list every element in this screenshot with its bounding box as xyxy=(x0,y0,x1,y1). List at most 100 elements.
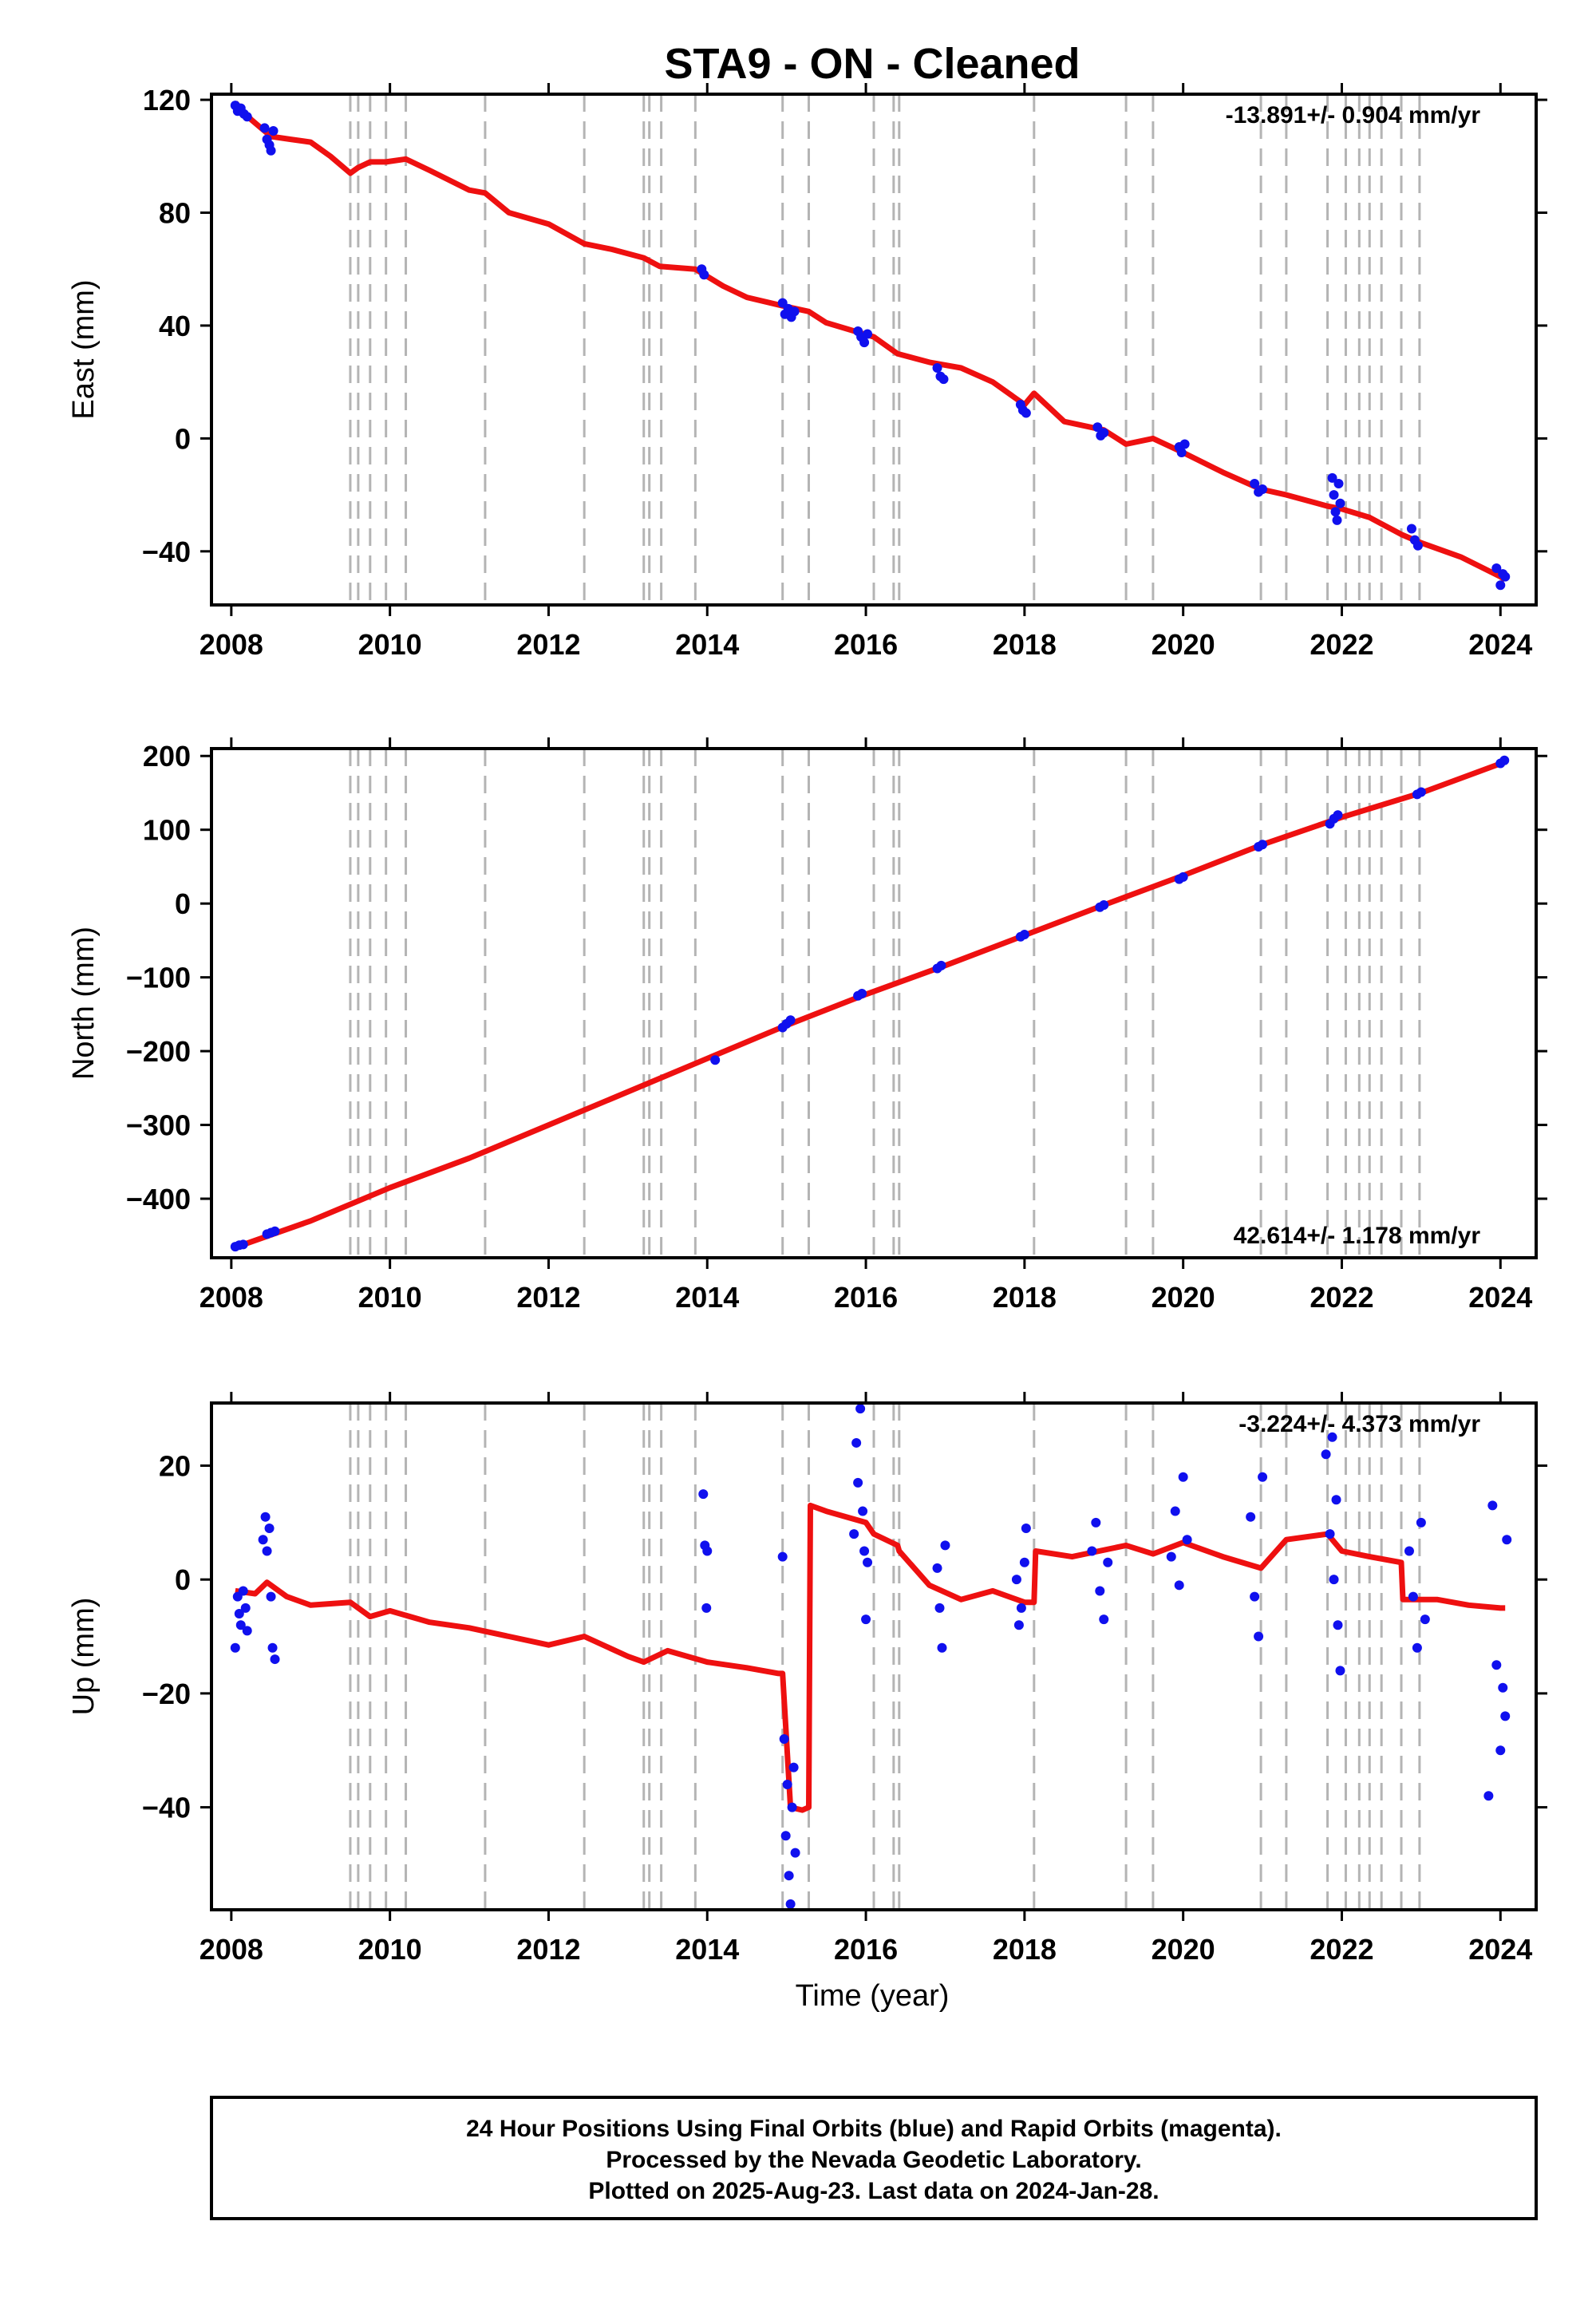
data-point xyxy=(262,1546,272,1556)
data-point xyxy=(932,1563,942,1573)
data-point xyxy=(851,1437,862,1448)
data-point xyxy=(1179,439,1190,449)
x-tick-label: 2012 xyxy=(516,628,580,661)
x-tick-label: 2014 xyxy=(675,1281,739,1314)
x-tick-label: 2022 xyxy=(1310,1281,1373,1314)
data-point xyxy=(1420,1614,1430,1625)
data-point xyxy=(940,1540,950,1551)
data-point xyxy=(1091,1517,1101,1528)
data-point xyxy=(932,362,942,373)
data-point xyxy=(787,1802,797,1812)
data-point xyxy=(1404,1546,1414,1556)
data-point xyxy=(260,1512,271,1522)
data-point xyxy=(1495,1745,1506,1756)
data-point xyxy=(238,1586,248,1596)
x-tick-label: 2012 xyxy=(516,1281,580,1314)
x-tick-label: 2010 xyxy=(358,628,422,661)
data-point xyxy=(1329,490,1339,500)
data-point xyxy=(1331,1495,1341,1505)
x-tick-label: 2022 xyxy=(1310,1933,1373,1966)
data-point xyxy=(1335,1666,1345,1676)
model-line xyxy=(233,101,1507,583)
data-point xyxy=(934,1603,945,1613)
data-point xyxy=(266,145,276,156)
data-point xyxy=(1016,1603,1026,1613)
data-point xyxy=(1087,1546,1097,1556)
data-point xyxy=(790,1848,800,1858)
y-tick-label: −200 xyxy=(126,1035,191,1068)
data-point xyxy=(863,1557,873,1567)
east-panel: 2008 2010 2012 2014 2016 2018 2020 2022 2024 −40 0… xyxy=(67,83,1547,661)
data-point xyxy=(1321,1449,1331,1460)
data-point xyxy=(1099,428,1109,438)
data-point xyxy=(230,1642,240,1653)
data-point xyxy=(1178,1472,1188,1482)
data-point xyxy=(1178,871,1188,882)
data-point xyxy=(267,1642,278,1653)
data-point xyxy=(1329,1575,1339,1585)
y-tick-label: 120 xyxy=(143,84,191,117)
y-tick-label: 20 xyxy=(159,1449,191,1482)
data-point xyxy=(258,1535,268,1545)
x-tick-label: 2018 xyxy=(993,628,1057,661)
data-point xyxy=(1408,1591,1418,1602)
data-point xyxy=(1502,1535,1512,1545)
x-tick-label: 2008 xyxy=(200,1281,263,1314)
data-point xyxy=(938,374,949,385)
data-point xyxy=(701,1603,712,1613)
footer-line-3: Plotted on 2025-Aug-23. Last data on 202… xyxy=(588,2178,1159,2204)
data-point xyxy=(1325,1529,1335,1539)
data-point xyxy=(1483,1791,1494,1801)
x-tick-label: 2020 xyxy=(1152,1281,1215,1314)
x-tick-label: 2020 xyxy=(1152,1933,1215,1966)
data-point xyxy=(270,1226,280,1236)
data-point xyxy=(1258,840,1268,850)
y-tick-label: −20 xyxy=(142,1678,191,1710)
data-point xyxy=(1335,498,1345,508)
data-point xyxy=(855,1404,866,1414)
data-point xyxy=(1246,1512,1256,1522)
x-tick-label: 2018 xyxy=(993,1281,1057,1314)
x-axis-label: Time (year) xyxy=(796,1979,950,2013)
data-point xyxy=(789,306,800,317)
data-point xyxy=(1019,930,1029,940)
data-point xyxy=(1416,787,1426,797)
footer-line-1: 24 Hour Positions Using Final Orbits (bl… xyxy=(466,2116,1282,2142)
footer-border xyxy=(210,2096,1538,2220)
y-tick-label: 40 xyxy=(159,310,191,342)
data-point xyxy=(936,960,946,970)
data-point xyxy=(264,1523,275,1533)
data-point xyxy=(1332,515,1342,525)
data-point xyxy=(858,1506,868,1516)
data-point xyxy=(1176,448,1187,458)
data-point xyxy=(1333,478,1344,488)
data-point xyxy=(1182,1535,1192,1545)
data-point xyxy=(1170,1506,1180,1516)
y-tick-label: −300 xyxy=(126,1109,191,1142)
data-point xyxy=(268,125,279,136)
north-panel: 2008 2010 2012 2014 2016 2018 2020 2022 2024 −400… xyxy=(67,737,1547,1314)
data-point xyxy=(1166,1551,1176,1562)
data-point xyxy=(1412,1642,1422,1653)
velocity-label: -13.891+/- 0.904 mm/yr xyxy=(1226,102,1481,128)
footer-box: 24 Hour Positions Using Final Orbits (bl… xyxy=(210,2096,1538,2220)
data-point xyxy=(859,338,870,348)
data-point xyxy=(784,1871,794,1881)
x-tick-label: 2016 xyxy=(834,1933,898,1966)
data-point xyxy=(270,1654,280,1665)
x-tick-label: 2018 xyxy=(993,1933,1057,1966)
x-tick-label: 2008 xyxy=(200,628,263,661)
y-tick-label: 80 xyxy=(159,197,191,230)
x-tick-label: 2010 xyxy=(358,1281,422,1314)
data-point xyxy=(1491,1660,1502,1670)
y-axis-label: East (mm) xyxy=(67,279,101,419)
velocity-label: -3.224+/- 4.373 mm/yr xyxy=(1238,1411,1480,1437)
data-point xyxy=(1174,1580,1184,1591)
x-tick-label: 2024 xyxy=(1468,628,1532,661)
data-point xyxy=(785,1015,796,1026)
y-tick-label: 0 xyxy=(175,1563,191,1596)
data-point xyxy=(242,1626,252,1636)
data-point xyxy=(782,1780,792,1790)
data-point xyxy=(1099,900,1109,911)
